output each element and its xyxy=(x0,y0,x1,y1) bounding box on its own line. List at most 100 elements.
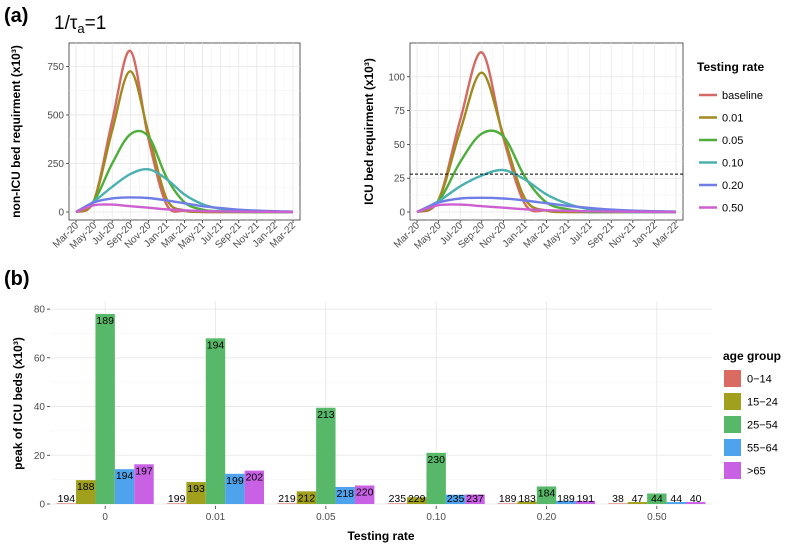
bar-3 xyxy=(335,486,355,504)
y-tick-label: 500 xyxy=(47,110,64,121)
bar-1 xyxy=(517,501,537,504)
panel-a-tag: (a) xyxy=(4,5,28,27)
panel-b-tag: (b) xyxy=(4,268,30,290)
bar-value-label: 188 xyxy=(77,481,95,493)
y-tick-label: 60 xyxy=(34,353,46,364)
legend-label: 0.20 xyxy=(722,180,743,192)
series-line-5 xyxy=(75,203,294,214)
bar-0 xyxy=(166,503,187,504)
bar-2 xyxy=(316,407,336,504)
y-tick-label: 50 xyxy=(394,140,406,151)
legend-label: >65 xyxy=(747,466,766,478)
legend-label: 0.01 xyxy=(722,113,743,125)
legend-label: 0.05 xyxy=(722,135,743,147)
bar-2 xyxy=(95,313,115,504)
x-tick-label: 0.05 xyxy=(316,512,336,523)
y-axis-title: peak of ICU beds (x10³) xyxy=(11,337,25,470)
bar-1 xyxy=(296,491,317,504)
bar-2 xyxy=(205,338,226,504)
bar-value-label: 212 xyxy=(298,492,316,504)
bar-value-label: 202 xyxy=(246,472,264,484)
bar-value-label: 193 xyxy=(187,483,205,495)
bar-2 xyxy=(426,452,446,504)
legend-label: 0−14 xyxy=(747,374,772,386)
legend-title: Testing rate xyxy=(697,60,764,74)
bar-value-label: 183 xyxy=(518,493,536,505)
bar-value-label: 199 xyxy=(226,475,244,487)
bar-value-label: 237 xyxy=(466,493,484,505)
legend-label: 55−64 xyxy=(747,443,778,455)
legend-label: 0.50 xyxy=(722,203,743,215)
bar-value-label: 235 xyxy=(389,493,407,505)
testing-rate-legend: Testing rate baseline 0.01 0.05 0.10 0.20 0.50 xyxy=(697,60,764,215)
bar-value-label: 194 xyxy=(58,493,76,505)
bar-1 xyxy=(186,482,206,504)
x-tick-label: 0.50 xyxy=(647,512,667,523)
y-axis-title: ICU bed requirment (x10³) xyxy=(362,58,376,205)
bar-0 xyxy=(387,503,408,504)
y-tick-label: 0 xyxy=(58,208,64,219)
legend-swatch xyxy=(724,462,741,479)
y-tick-label: 750 xyxy=(47,62,64,73)
legend-swatch xyxy=(724,370,741,387)
y-tick-label: 25 xyxy=(394,174,406,185)
bar-3 xyxy=(445,494,466,504)
legend-swatch xyxy=(724,416,741,433)
y-tick-label: 75 xyxy=(394,106,406,117)
x-tick-label: 0.20 xyxy=(537,512,557,523)
plot-area xyxy=(50,301,712,506)
bar-value-label: 189 xyxy=(96,315,114,327)
bar-value-label: 220 xyxy=(356,486,374,498)
bar-value-label: 218 xyxy=(336,488,354,500)
bar-3 xyxy=(114,469,135,504)
x-tick-label: 0.10 xyxy=(426,512,446,523)
bar-4 xyxy=(354,485,375,504)
series-line-5 xyxy=(416,203,677,214)
legend-label: 0.10 xyxy=(722,158,743,170)
bar-2 xyxy=(536,486,557,504)
bar-value-label: 189 xyxy=(557,493,575,505)
non-icu-line-chart: 0250500750Mar-20May-20Jul-20Sep-20Nov-20… xyxy=(9,42,301,252)
y-tick-label: 40 xyxy=(34,402,46,413)
bar-value-label: 189 xyxy=(499,493,517,505)
bar-0 xyxy=(608,503,628,504)
bar-4 xyxy=(465,494,485,504)
bar-value-label: 194 xyxy=(207,339,225,351)
bar-value-label: 44 xyxy=(651,493,663,505)
age-group-legend: age group 0−14 15−24 25−54 55−64 >65 xyxy=(723,349,781,479)
bar-value-label: 219 xyxy=(278,493,296,505)
legend-label: baseline xyxy=(722,90,763,102)
y-tick-label: 100 xyxy=(388,72,405,83)
y-axis-title: non-ICU bed requirment (x10³) xyxy=(9,45,23,218)
bar-1 xyxy=(76,480,96,504)
bar-2 xyxy=(647,493,667,504)
y-tick-label: 0 xyxy=(39,500,45,511)
bar-value-label: 194 xyxy=(116,470,134,482)
bar-value-label: 38 xyxy=(612,493,624,505)
legend-title: age group xyxy=(723,349,781,363)
bar-4 xyxy=(134,464,154,504)
bar-1 xyxy=(407,497,427,504)
y-tick-label: 0 xyxy=(399,208,405,219)
y-tick-label: 80 xyxy=(34,305,46,316)
legend-swatch xyxy=(724,439,741,456)
legend-label: 25−54 xyxy=(747,420,778,432)
y-tick-label: 250 xyxy=(47,159,64,170)
y-tick-label: 20 xyxy=(34,451,46,462)
bar-value-label: 230 xyxy=(427,454,445,466)
bar-0 xyxy=(56,503,77,504)
x-axis-title: Testing rate xyxy=(347,529,414,543)
bar-value-label: 47 xyxy=(632,493,644,505)
bar-value-label: 191 xyxy=(577,493,595,505)
legend-label: 15−24 xyxy=(747,397,778,409)
bar-value-label: 44 xyxy=(670,493,682,505)
bar-0 xyxy=(277,503,297,504)
bar-3 xyxy=(666,502,686,504)
x-tick-label: 0.01 xyxy=(206,512,226,523)
bar-value-label: 40 xyxy=(690,493,702,505)
bar-1 xyxy=(627,502,648,504)
legend-swatch xyxy=(724,393,741,410)
bar-value-label: 213 xyxy=(317,409,335,421)
